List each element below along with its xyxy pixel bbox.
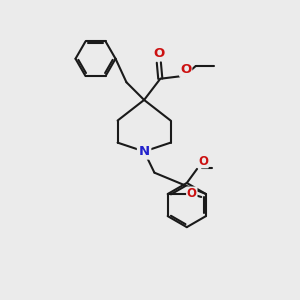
Text: O: O (180, 63, 191, 76)
Text: O: O (187, 187, 197, 200)
Text: N: N (139, 145, 150, 158)
Text: O: O (198, 155, 208, 168)
Text: O: O (153, 46, 164, 60)
